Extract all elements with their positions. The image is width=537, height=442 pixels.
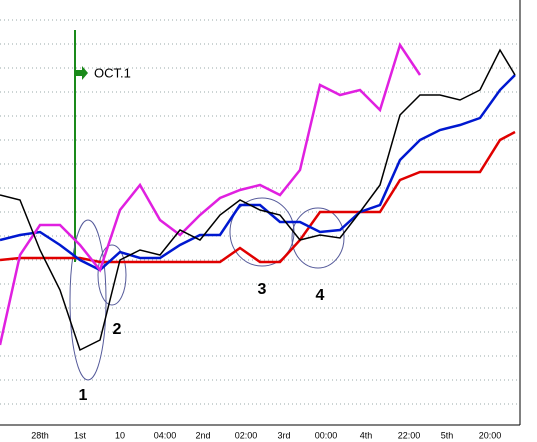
x-tick-label: 02:00	[235, 430, 258, 440]
highlight-circles	[69, 197, 345, 381]
x-tick-label: 10	[115, 430, 125, 440]
x-tick-label: 5th	[441, 430, 454, 440]
event-arrow	[74, 66, 88, 80]
x-tick-label: 04:00	[154, 430, 177, 440]
annotation: 4	[316, 287, 325, 304]
x-tick-label: 3rd	[277, 430, 290, 440]
series-line	[0, 130, 516, 264]
x-tick-label: 4th	[360, 430, 373, 440]
x-tick-label: 22:00	[398, 430, 421, 440]
annotation: 3	[258, 281, 267, 298]
x-tick-label: 2nd	[195, 430, 210, 440]
event-label: OCT.1	[94, 65, 131, 80]
series-line	[0, 42, 422, 346]
x-tick-label: 1st	[74, 430, 87, 440]
x-tick-label: 00:00	[315, 430, 338, 440]
x-tick-label: 28th	[31, 430, 49, 440]
grid	[0, 19, 520, 405]
series-line	[0, 74, 516, 272]
annotation: 2	[113, 321, 122, 338]
series-line	[0, 48, 516, 352]
annotation: 1	[79, 387, 88, 404]
x-tick-label: 20:00	[479, 430, 502, 440]
